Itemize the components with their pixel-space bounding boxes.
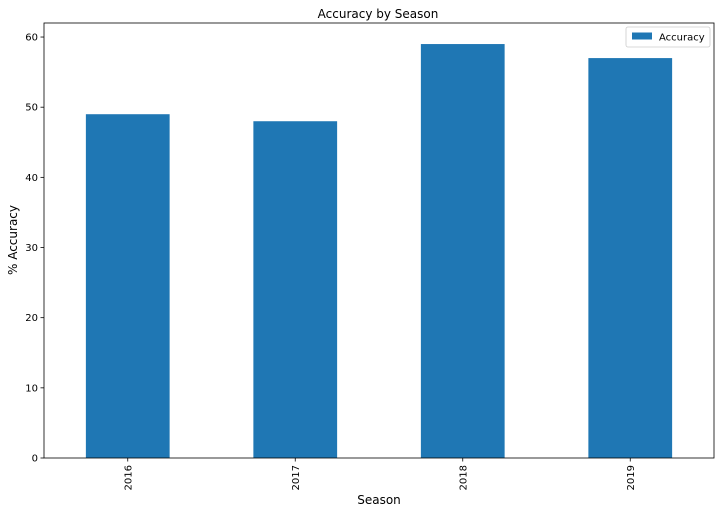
legend-label: Accuracy [659,33,705,44]
y-axis-label: % Accuracy [6,205,20,275]
y-tick-label: 20 [25,313,38,324]
x-tick-label: 2018 [458,465,469,490]
x-tick-label: 2017 [291,465,302,490]
bar-2016 [85,114,170,458]
y-axis-ticks: 0 10 20 30 40 50 60 [25,33,44,465]
x-tick-label: 2019 [626,465,637,490]
y-tick-label: 10 [25,383,38,394]
y-tick-label: 50 [25,103,38,114]
y-tick-label: 60 [25,33,38,44]
plot-frame [43,22,715,459]
bar-2019 [588,58,673,458]
legend-frame [625,26,711,48]
y-tick-label: 0 [32,454,38,465]
bars [85,44,673,459]
x-axis-label: Season [357,493,401,507]
chart-title: Accuracy by Season [318,7,439,21]
legend-swatch [632,32,652,40]
bar-2017 [253,121,338,459]
legend: Accuracy [625,26,711,48]
x-tick-label: 2016 [123,465,134,490]
bar-2018 [420,44,505,458]
y-tick-label: 30 [25,243,38,254]
x-axis-ticks: 2016 2017 2018 2019 [123,458,637,490]
y-tick-label: 40 [25,173,38,184]
